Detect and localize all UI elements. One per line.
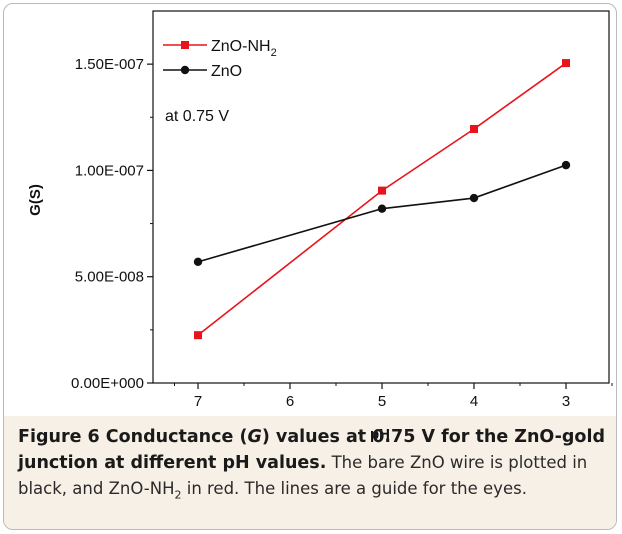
x-axis-title: pH (370, 426, 390, 443)
plot-frame (152, 10, 610, 384)
x-tick-label: 4 (470, 393, 478, 410)
legend-label: ZnO-NH2 (211, 38, 277, 59)
data-point-circle (561, 160, 571, 170)
caption-title: Figure 6 Conductance (G) values at 0.75 … (18, 427, 605, 473)
y-tick-label: 5.00E-008 (75, 269, 144, 286)
chart-axes (152, 10, 610, 384)
caption-body: The bare ZnO wire is plotted in black, a… (18, 453, 588, 502)
legend-marker-circle (180, 65, 190, 75)
series-line-1 (197, 62, 567, 336)
y-tick-label: 1.50E-007 (75, 56, 144, 73)
chart-annotation: at 0.75 V (165, 108, 229, 125)
chart-ticks: 0.00E+000 5.00E-008 1.00E-007 1.50E-007 7 6 5 4… (71, 56, 613, 410)
data-point-square (470, 124, 478, 133)
caption-title-variable: G (247, 427, 262, 447)
y-tick-label: 0.00E+000 (71, 375, 144, 392)
chart-legend: ZnO-NH2 ZnO (163, 38, 277, 80)
data-point-square (194, 331, 202, 340)
y-tick-label: 1.00E-007 (75, 162, 144, 179)
caption-background (4, 416, 616, 529)
data-point-square (562, 59, 570, 68)
series-line-2 (197, 164, 567, 263)
data-point-square (378, 186, 386, 195)
data-point-circle (469, 193, 479, 203)
legend-label: ZnO (211, 63, 242, 80)
data-point-circle (193, 257, 203, 267)
figure-caption: Figure 6 Conductance (G) values at 0.75 … (18, 424, 610, 501)
y-axis-title: G(S) (27, 184, 44, 216)
legend-label-subscript: 2 (271, 47, 277, 59)
x-tick-label: 5 (378, 393, 386, 410)
data-point-circle (377, 204, 387, 213)
x-tick-label: 3 (562, 393, 570, 410)
x-tick-label: 6 (286, 393, 294, 410)
legend-marker-square (181, 41, 189, 49)
x-tick-label: 7 (194, 393, 202, 410)
chart-series-layer (193, 59, 571, 340)
